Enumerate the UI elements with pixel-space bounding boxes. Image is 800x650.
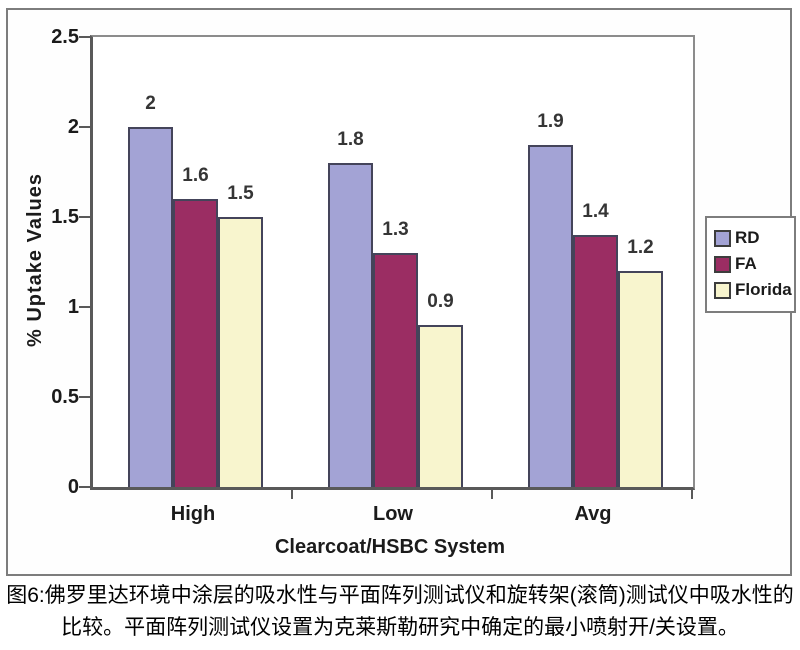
bar-value-label: 0.9 [427,291,454,312]
bar-florida-low [418,325,463,487]
y-axis-tick-mark [79,396,90,398]
bar-value-label: 1.6 [182,165,209,186]
bar-fa-avg [573,235,618,487]
legend-swatch-rd [714,229,731,247]
bar-fa-low [373,253,418,487]
figure-caption: 图6:佛罗里达环境中涂层的吸水性与平面阵列测试仪和旋转架(滚筒)测试仪中吸水性的… [0,580,800,644]
x-tick-label-avg: Avg [574,503,612,525]
legend: RD FA Florida [705,216,796,313]
y-tick-label-0-5: 0.5 [51,386,79,408]
bar-rd-low [328,163,373,487]
x-axis-tick-mark [691,490,693,499]
y-axis-tick-mark [79,306,90,308]
caption-line-2: 比较。平面阵列测试仪设置为克莱斯勒研究中确定的最小喷射开/关设置。 [61,616,739,639]
legend-label-rd: RD [735,228,760,247]
y-tick-label-0: 0 [67,476,79,498]
y-tick-label-2-5: 2.5 [51,26,79,48]
legend-label-florida: Florida [735,280,792,299]
bar-fa-high [173,199,218,487]
legend-label-fa: FA [735,254,757,273]
legend-swatch-florida [714,281,731,299]
legend-swatch-fa [714,255,731,273]
x-tick-label-high: High [170,503,216,525]
y-axis-tick-mark [79,126,90,128]
y-axis-tick-mark [79,36,90,38]
legend-item-rd: RD [714,225,794,251]
bar-value-label: 1.4 [582,201,609,222]
x-axis-tick-mark [291,490,293,499]
bar-value-label: 1.8 [337,129,364,150]
bar-florida-high [218,217,263,487]
legend-item-fa: FA [714,251,794,277]
x-tick-label-low: Low [373,503,413,525]
y-tick-label-1-5: 1.5 [51,206,79,228]
x-axis-tick-mark [491,490,493,499]
legend-item-florida: Florida [714,277,794,303]
bar-florida-avg [618,271,663,487]
bar-value-label: 1.9 [537,111,564,132]
y-tick-label-2: 2 [67,116,79,138]
bar-value-label: 1.2 [627,237,654,258]
y-tick-label-1: 1 [67,296,79,318]
plot-area: 0 0.5 1 1.5 2 2.5 2 1.6 1.5 High 1.8 1.3 0.9 Low 1.9 1.… [51,26,695,525]
bar-value-label: 1.3 [382,219,409,240]
y-axis-tick-mark [79,486,90,488]
x-axis-title: Clearcoat/HSBC System [274,536,506,558]
y-axis-title: % Uptake Values [24,173,46,347]
bar-rd-avg [528,145,573,487]
caption-line-1: 图6:佛罗里达环境中涂层的吸水性与平面阵列测试仪和旋转架(滚筒)测试仪中吸水性的 [6,584,794,607]
bar-value-label: 1.5 [227,183,254,204]
chart-frame: % Uptake Values 0 0.5 1 1.5 2 2.5 2 1.6 1.5 High 1… [6,8,796,576]
y-axis-tick-mark [79,216,90,218]
bar-value-label: 2 [145,93,156,114]
bar-rd-high [128,127,173,487]
